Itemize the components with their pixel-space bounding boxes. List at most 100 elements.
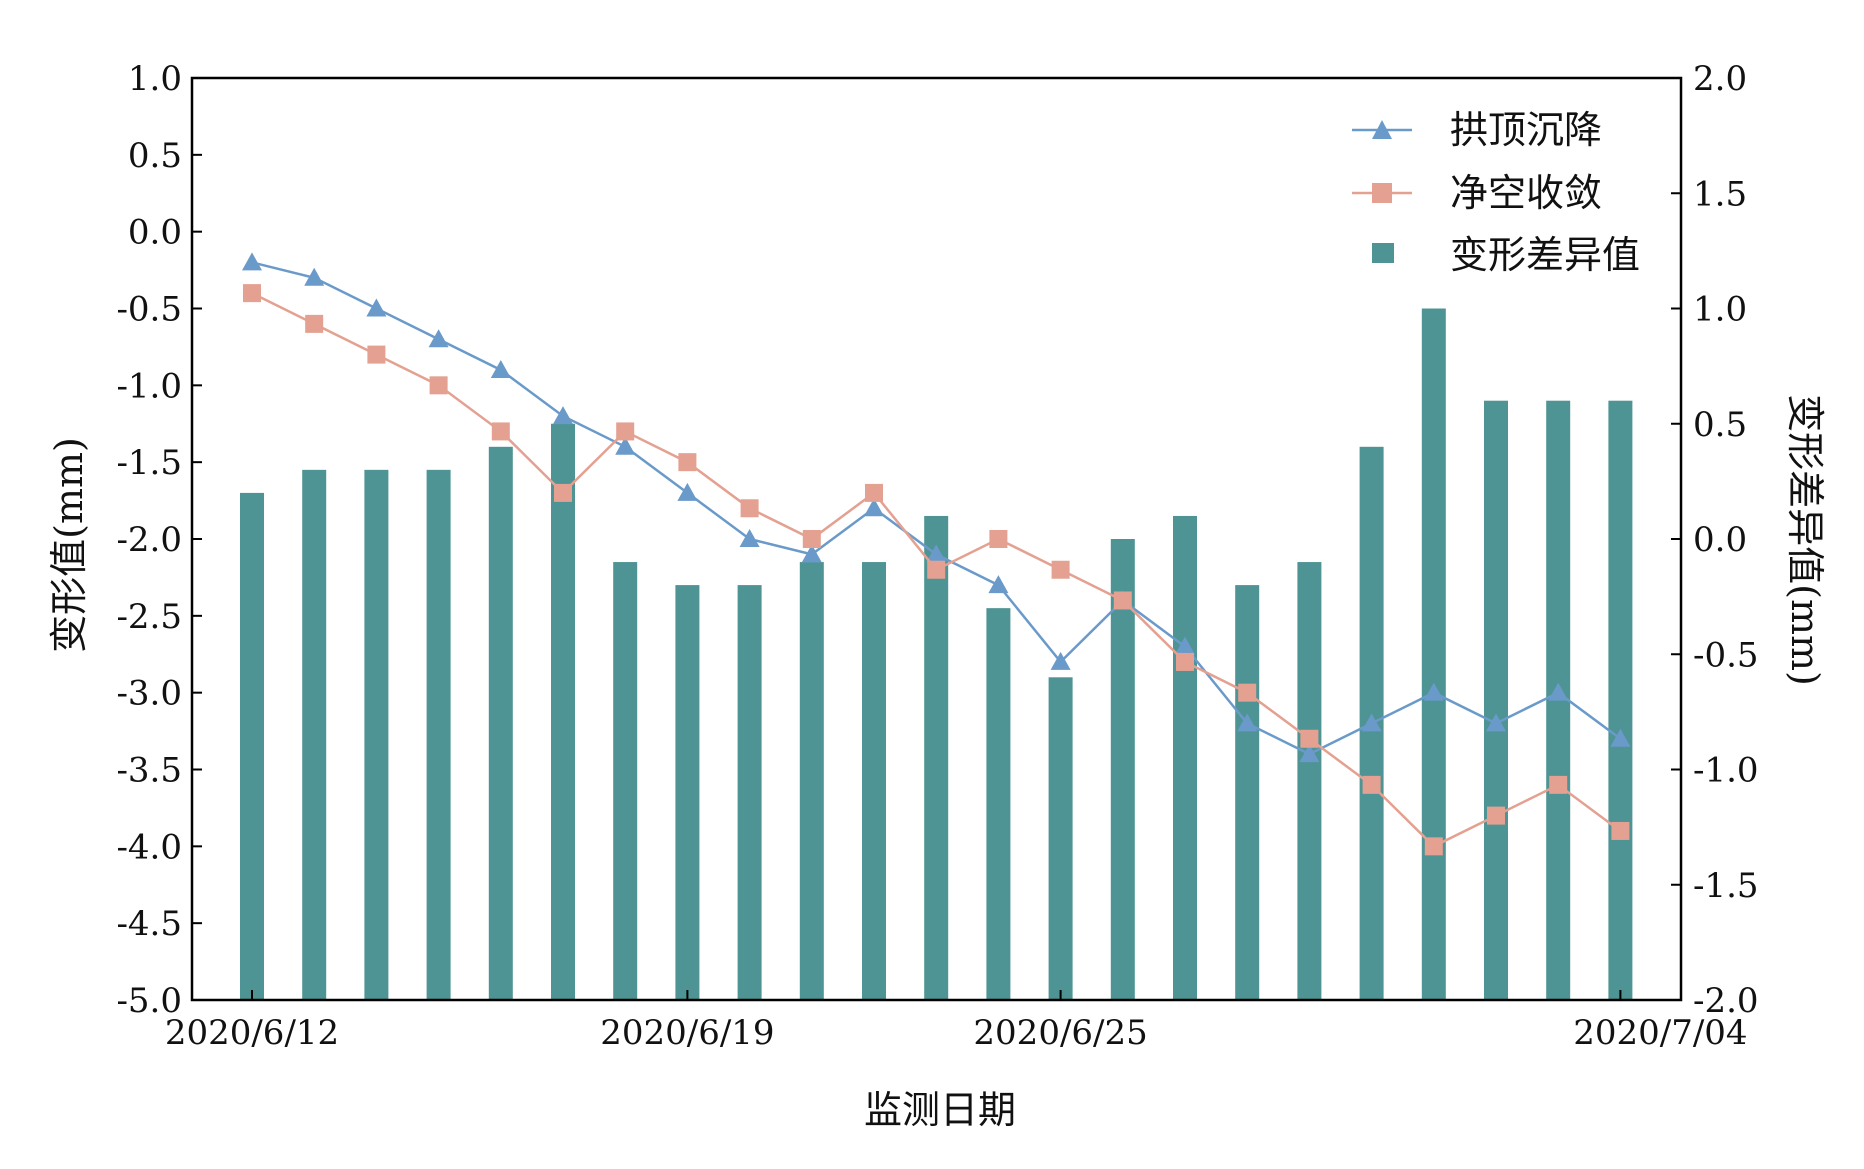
point-crown-settlement bbox=[1050, 651, 1071, 670]
point-clearance-convergence bbox=[616, 422, 635, 441]
point-clearance-convergence bbox=[243, 284, 261, 303]
bar-deformation-difference bbox=[426, 469, 451, 1001]
bar-deformation-difference bbox=[364, 469, 389, 1001]
bar-deformation-difference bbox=[1297, 562, 1322, 1000]
point-clearance-convergence bbox=[678, 453, 697, 472]
left-axis-title: 变形值(mm) bbox=[47, 437, 91, 653]
point-clearance-convergence bbox=[1362, 775, 1381, 794]
point-crown-settlement bbox=[1423, 682, 1444, 701]
point-crown-settlement bbox=[1175, 636, 1195, 655]
legend-item-clearance-convergence: 净空收敛 bbox=[1352, 171, 1602, 215]
bar-deformation-difference bbox=[675, 585, 700, 1000]
right-tick-label: 2.0 bbox=[1693, 59, 1747, 99]
point-crown-settlement bbox=[677, 482, 698, 501]
left-tick-label: -2.5 bbox=[116, 597, 182, 637]
left-tick-label: -2.0 bbox=[116, 520, 182, 560]
right-axis-title: 变形差异值(mm) bbox=[1783, 394, 1827, 686]
right-tick-label: 0.0 bbox=[1693, 520, 1747, 560]
bar-deformation-difference bbox=[986, 608, 1011, 1000]
lines-layer bbox=[242, 252, 1631, 856]
point-crown-settlement bbox=[988, 575, 1009, 594]
left-tick-label: 0.5 bbox=[128, 136, 182, 176]
point-clearance-convergence bbox=[1300, 729, 1319, 748]
point-clearance-convergence bbox=[740, 499, 759, 518]
point-clearance-convergence bbox=[1113, 591, 1132, 610]
left-tick-label: -4.0 bbox=[116, 827, 182, 867]
point-clearance-convergence bbox=[1549, 775, 1568, 794]
legend-label-clearance-convergence: 净空收敛 bbox=[1450, 171, 1602, 215]
bar-deformation-difference bbox=[1110, 539, 1135, 1000]
point-crown-settlement bbox=[366, 298, 387, 317]
x-tick-label: 2020/7/04 bbox=[1573, 1013, 1747, 1053]
left-tick-label: -5.0 bbox=[116, 981, 182, 1021]
point-crown-settlement bbox=[1361, 713, 1382, 732]
point-clearance-convergence bbox=[865, 483, 883, 502]
bar-deformation-difference bbox=[862, 562, 886, 1000]
bar-deformation-difference bbox=[1484, 400, 1508, 1000]
left-tick-label: 1.0 bbox=[128, 59, 182, 99]
left-tick-label: -1.5 bbox=[116, 443, 182, 483]
x-tick-label: 2020/6/19 bbox=[600, 1013, 774, 1053]
point-clearance-convergence bbox=[491, 422, 510, 441]
point-clearance-convergence bbox=[1051, 560, 1070, 579]
bar-deformation-difference bbox=[924, 515, 949, 1000]
bar-deformation-difference bbox=[488, 446, 513, 1000]
bar-deformation-difference bbox=[240, 492, 264, 1000]
point-clearance-convergence bbox=[927, 560, 946, 579]
point-crown-settlement bbox=[242, 252, 262, 271]
bar-deformation-difference bbox=[1421, 308, 1446, 1000]
bar-deformation-difference bbox=[1235, 585, 1260, 1000]
right-tick-label: 1.0 bbox=[1693, 290, 1747, 330]
legend-label-deformation-difference: 变形差异值 bbox=[1450, 233, 1640, 277]
legend-marker-triangle bbox=[1372, 120, 1392, 139]
point-clearance-convergence bbox=[1487, 806, 1505, 825]
x-axis-title: 监测日期 bbox=[864, 1088, 1016, 1132]
bar-deformation-difference bbox=[302, 469, 327, 1001]
point-crown-settlement bbox=[801, 544, 822, 563]
bar-deformation-difference bbox=[551, 423, 575, 1000]
x-tick-label: 2020/6/12 bbox=[165, 1013, 339, 1053]
bar-deformation-difference bbox=[1173, 515, 1197, 1000]
bar-deformation-difference bbox=[737, 585, 762, 1000]
bar-deformation-difference bbox=[799, 562, 824, 1000]
bars-layer bbox=[240, 308, 1633, 1001]
x-tick-label: 2020/6/25 bbox=[973, 1013, 1147, 1053]
point-clearance-convergence bbox=[305, 314, 324, 333]
point-crown-settlement bbox=[1299, 744, 1320, 763]
ticks-layer: -5.0 -4.5 -4.0 -3.5 -3.0 -2.5 -2.0 -1.5 -1.0 -0.5… bbox=[116, 59, 1758, 1053]
point-crown-settlement bbox=[926, 544, 947, 563]
point-clearance-convergence bbox=[1176, 652, 1194, 671]
legend-marker-square bbox=[1372, 183, 1392, 203]
left-tick-label: 0.0 bbox=[128, 213, 182, 253]
point-clearance-convergence bbox=[802, 530, 821, 548]
right-tick-label: -2.0 bbox=[1693, 981, 1759, 1021]
legend-label-crown-settlement: 拱顶沉降 bbox=[1450, 108, 1602, 152]
legend-item-crown-settlement: 拱顶沉降 bbox=[1352, 108, 1602, 152]
point-crown-settlement bbox=[304, 267, 325, 286]
point-crown-settlement bbox=[1486, 713, 1506, 732]
legend-item-deformation-difference: 变形差异值 bbox=[1372, 233, 1640, 277]
right-tick-label: -0.5 bbox=[1693, 635, 1759, 675]
point-clearance-convergence bbox=[1238, 683, 1257, 702]
point-clearance-convergence bbox=[429, 376, 448, 395]
legend: 拱顶沉降 净空收敛 变形差异值 bbox=[1352, 108, 1640, 277]
point-crown-settlement bbox=[615, 436, 636, 455]
point-crown-settlement bbox=[428, 329, 449, 348]
left-tick-label: -3.5 bbox=[116, 751, 182, 791]
right-tick-label: 1.5 bbox=[1693, 174, 1747, 214]
point-crown-settlement bbox=[1610, 728, 1631, 747]
bar-deformation-difference bbox=[1608, 400, 1633, 1000]
point-crown-settlement bbox=[864, 498, 884, 517]
right-tick-label: 0.5 bbox=[1693, 405, 1747, 445]
point-crown-settlement bbox=[1548, 682, 1569, 701]
bar-deformation-difference bbox=[1048, 677, 1073, 1000]
point-crown-settlement bbox=[739, 529, 760, 547]
bar-deformation-difference bbox=[613, 562, 638, 1000]
left-tick-label: -1.0 bbox=[116, 366, 182, 406]
right-tick-label: -1.0 bbox=[1693, 751, 1759, 791]
left-tick-label: -0.5 bbox=[116, 290, 182, 330]
point-clearance-convergence bbox=[1424, 837, 1443, 856]
point-clearance-convergence bbox=[989, 530, 1008, 548]
point-crown-settlement bbox=[490, 359, 511, 378]
left-tick-label: -4.5 bbox=[116, 904, 182, 944]
